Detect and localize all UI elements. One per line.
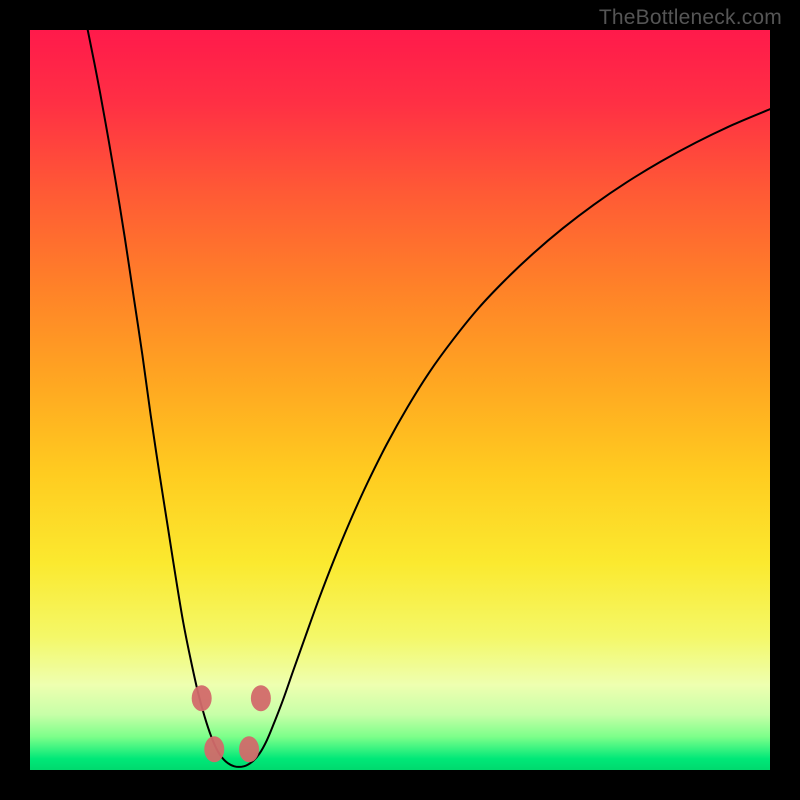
- plot-area: [30, 30, 770, 770]
- curve-marker: [204, 736, 224, 762]
- bottleneck-curve: [88, 30, 770, 767]
- curve-marker: [251, 685, 271, 711]
- bottleneck-curve-layer: [30, 30, 770, 770]
- chart-stage: TheBottleneck.com: [0, 0, 800, 800]
- curve-marker: [192, 685, 212, 711]
- curve-marker: [239, 736, 259, 762]
- watermark-text: TheBottleneck.com: [599, 6, 782, 30]
- marker-group: [192, 685, 271, 762]
